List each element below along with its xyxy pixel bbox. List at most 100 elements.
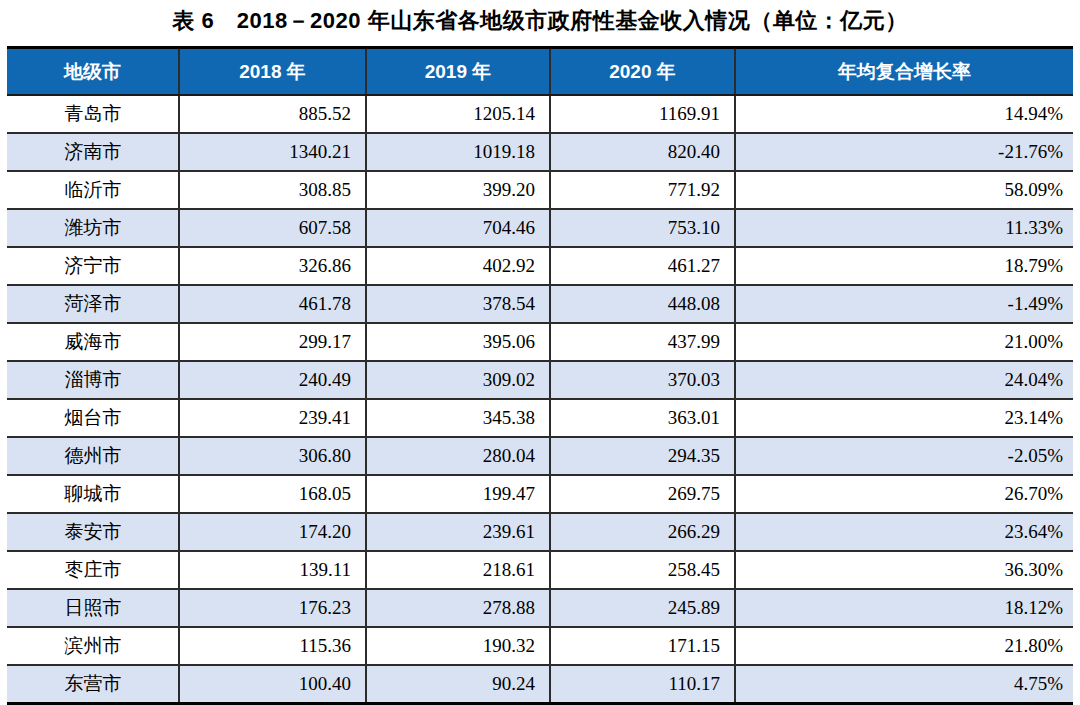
y2018-cell: 168.05 (179, 475, 366, 513)
y2020-cell: 437.99 (550, 323, 735, 361)
y2019-cell: 199.47 (366, 475, 550, 513)
city-cell: 枣庄市 (7, 551, 179, 589)
cagr-cell: -2.05% (735, 437, 1073, 475)
column-header-y2020: 2020 年 (550, 48, 735, 96)
table-row: 东营市100.4090.24110.174.75% (7, 665, 1073, 704)
city-cell: 威海市 (7, 323, 179, 361)
cagr-cell: 21.00% (735, 323, 1073, 361)
document-page: 表 6 2018－2020 年山东省各地级市政府性基金收入情况（单位：亿元） 地… (0, 0, 1080, 705)
y2020-cell: 820.40 (550, 133, 735, 171)
table-row: 烟台市239.41345.38363.0123.14% (7, 399, 1073, 437)
cagr-cell: 4.75% (735, 665, 1073, 704)
city-cell: 滨州市 (7, 627, 179, 665)
y2018-cell: 326.86 (179, 247, 366, 285)
city-cell: 日照市 (7, 589, 179, 627)
y2018-cell: 176.23 (179, 589, 366, 627)
table-row: 泰安市174.20239.61266.2923.64% (7, 513, 1073, 551)
city-cell: 烟台市 (7, 399, 179, 437)
y2020-cell: 461.27 (550, 247, 735, 285)
cagr-cell: 36.30% (735, 551, 1073, 589)
y2018-cell: 306.80 (179, 437, 366, 475)
table-row: 潍坊市607.58704.46753.1011.33% (7, 209, 1073, 247)
cagr-cell: 14.94% (735, 95, 1073, 133)
table-row: 聊城市168.05199.47269.7526.70% (7, 475, 1073, 513)
column-header-city: 地级市 (7, 48, 179, 96)
y2018-cell: 308.85 (179, 171, 366, 209)
y2020-cell: 258.45 (550, 551, 735, 589)
column-header-y2019: 2019 年 (366, 48, 550, 96)
city-cell: 潍坊市 (7, 209, 179, 247)
y2020-cell: 1169.91 (550, 95, 735, 133)
y2020-cell: 294.35 (550, 437, 735, 475)
y2019-cell: 378.54 (366, 285, 550, 323)
y2020-cell: 245.89 (550, 589, 735, 627)
table-row: 济南市1340.211019.18820.40-21.76% (7, 133, 1073, 171)
cagr-cell: 23.64% (735, 513, 1073, 551)
y2019-cell: 190.32 (366, 627, 550, 665)
table-row: 菏泽市461.78378.54448.08-1.49% (7, 285, 1073, 323)
city-cell: 临沂市 (7, 171, 179, 209)
y2019-cell: 402.92 (366, 247, 550, 285)
table-row: 临沂市308.85399.20771.9258.09% (7, 171, 1073, 209)
y2018-cell: 174.20 (179, 513, 366, 551)
city-cell: 泰安市 (7, 513, 179, 551)
y2019-cell: 395.06 (366, 323, 550, 361)
y2019-cell: 90.24 (366, 665, 550, 704)
y2019-cell: 218.61 (366, 551, 550, 589)
y2018-cell: 240.49 (179, 361, 366, 399)
y2019-cell: 345.38 (366, 399, 550, 437)
y2019-cell: 280.04 (366, 437, 550, 475)
y2019-cell: 239.61 (366, 513, 550, 551)
city-cell: 淄博市 (7, 361, 179, 399)
cagr-cell: 26.70% (735, 475, 1073, 513)
table-row: 青岛市885.521205.141169.9114.94% (7, 95, 1073, 133)
table-header-row: 地级市2018 年2019 年2020 年年均复合增长率 (7, 48, 1073, 96)
fund-income-table: 地级市2018 年2019 年2020 年年均复合增长率 青岛市885.5212… (7, 46, 1073, 705)
city-cell: 济宁市 (7, 247, 179, 285)
city-cell: 菏泽市 (7, 285, 179, 323)
y2020-cell: 171.15 (550, 627, 735, 665)
y2020-cell: 771.92 (550, 171, 735, 209)
column-header-y2018: 2018 年 (179, 48, 366, 96)
table-row: 威海市299.17395.06437.9921.00% (7, 323, 1073, 361)
y2020-cell: 370.03 (550, 361, 735, 399)
table-title: 表 6 2018－2020 年山东省各地级市政府性基金收入情况（单位：亿元） (0, 6, 1080, 36)
y2019-cell: 399.20 (366, 171, 550, 209)
y2018-cell: 1340.21 (179, 133, 366, 171)
y2020-cell: 110.17 (550, 665, 735, 704)
y2019-cell: 309.02 (366, 361, 550, 399)
cagr-cell: 18.12% (735, 589, 1073, 627)
y2018-cell: 299.17 (179, 323, 366, 361)
y2019-cell: 1205.14 (366, 95, 550, 133)
cagr-cell: 11.33% (735, 209, 1073, 247)
table-row: 德州市306.80280.04294.35-2.05% (7, 437, 1073, 475)
y2019-cell: 704.46 (366, 209, 550, 247)
y2020-cell: 448.08 (550, 285, 735, 323)
y2018-cell: 885.52 (179, 95, 366, 133)
y2020-cell: 266.29 (550, 513, 735, 551)
cagr-cell: 23.14% (735, 399, 1073, 437)
y2019-cell: 1019.18 (366, 133, 550, 171)
cagr-cell: -1.49% (735, 285, 1073, 323)
column-header-cagr: 年均复合增长率 (735, 48, 1073, 96)
cagr-cell: -21.76% (735, 133, 1073, 171)
city-cell: 济南市 (7, 133, 179, 171)
cagr-cell: 21.80% (735, 627, 1073, 665)
city-cell: 德州市 (7, 437, 179, 475)
cagr-cell: 58.09% (735, 171, 1073, 209)
city-cell: 聊城市 (7, 475, 179, 513)
cagr-cell: 18.79% (735, 247, 1073, 285)
y2020-cell: 753.10 (550, 209, 735, 247)
y2020-cell: 269.75 (550, 475, 735, 513)
y2018-cell: 607.58 (179, 209, 366, 247)
table-row: 济宁市326.86402.92461.2718.79% (7, 247, 1073, 285)
table-row: 淄博市240.49309.02370.0324.04% (7, 361, 1073, 399)
y2018-cell: 239.41 (179, 399, 366, 437)
table-row: 滨州市115.36190.32171.1521.80% (7, 627, 1073, 665)
city-cell: 青岛市 (7, 95, 179, 133)
y2018-cell: 139.11 (179, 551, 366, 589)
y2018-cell: 100.40 (179, 665, 366, 704)
y2020-cell: 363.01 (550, 399, 735, 437)
city-cell: 东营市 (7, 665, 179, 704)
y2018-cell: 461.78 (179, 285, 366, 323)
